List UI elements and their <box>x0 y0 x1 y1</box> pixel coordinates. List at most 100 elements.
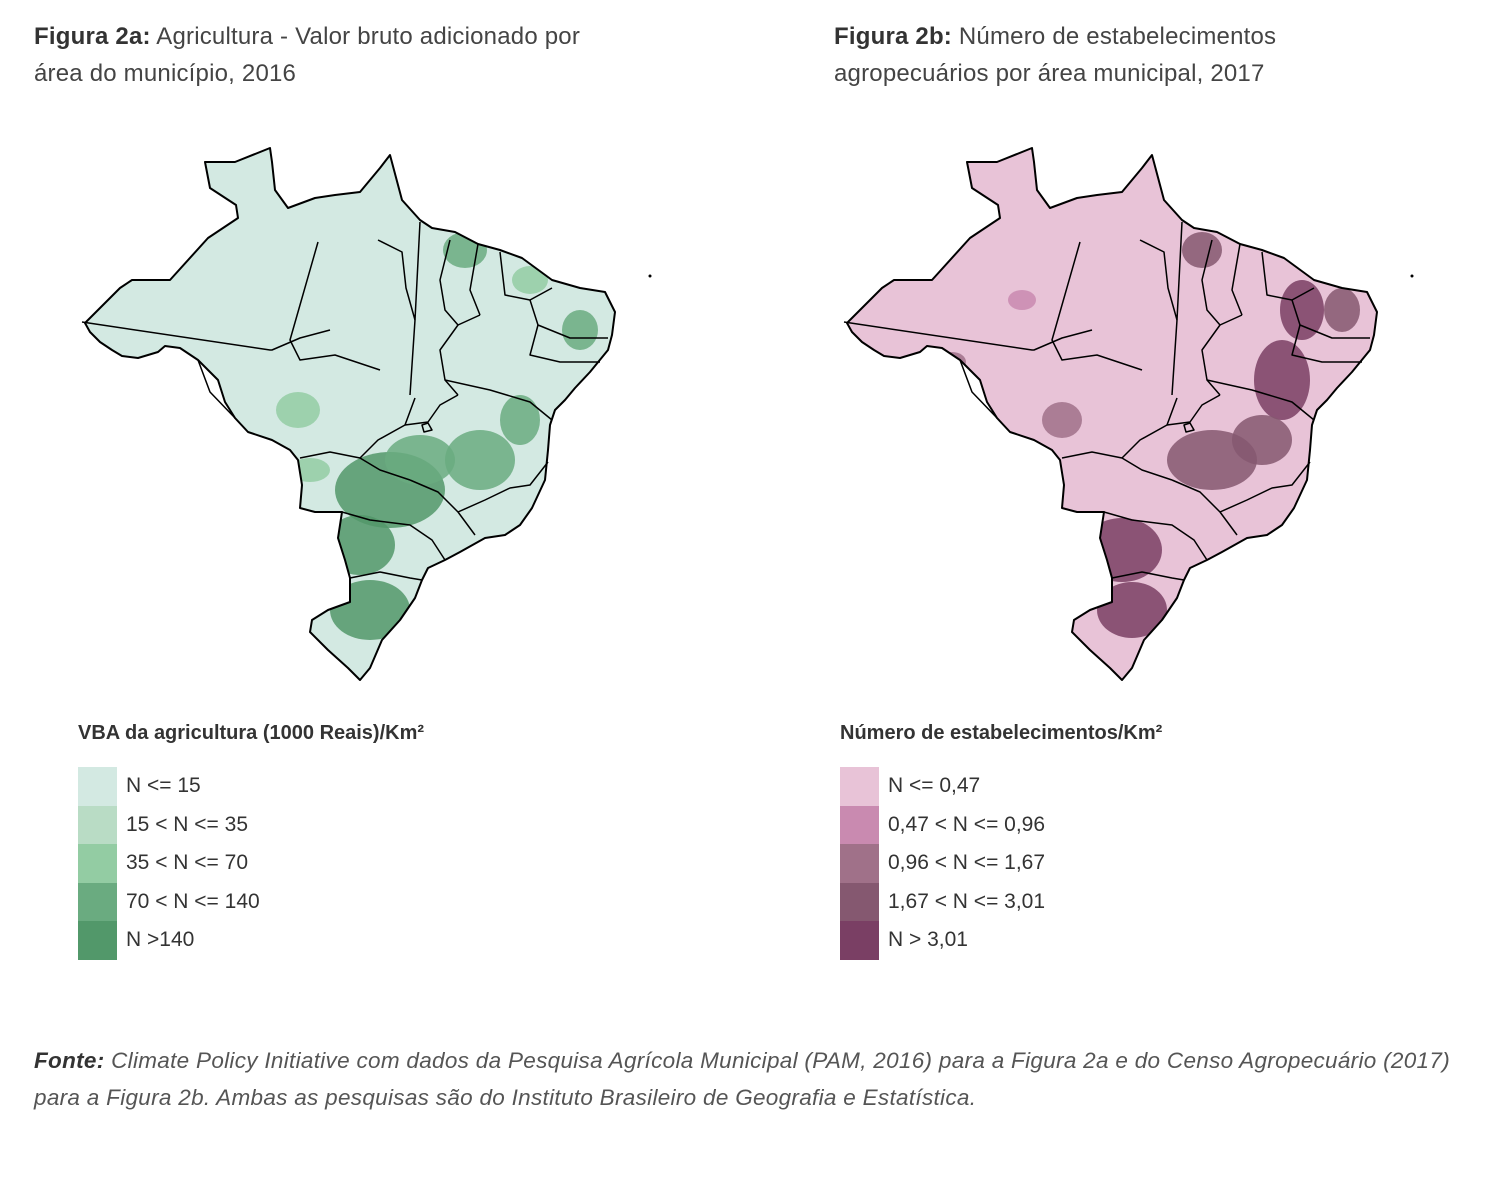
state-border <box>1291 299 1370 339</box>
legend-2b-item: N <= 0,47 <box>840 767 1162 806</box>
state-border <box>1139 239 1178 321</box>
legend-2a-title: VBA da agricultura (1000 Reais)/Km² <box>78 722 425 744</box>
island-dot <box>648 274 652 278</box>
state-border <box>439 239 481 326</box>
intensity-area <box>276 392 320 428</box>
state-border <box>457 461 549 513</box>
figure-2a-title-text: Agricultura - Valor bruto adicionado por… <box>34 23 581 87</box>
state-border <box>439 324 459 396</box>
intensity-area <box>562 310 598 350</box>
intensity-area <box>385 435 455 485</box>
state-border <box>197 359 236 419</box>
state-border <box>359 397 416 459</box>
legend-2b-title: Número de estabelecimentos/Km² <box>840 722 1163 744</box>
state-border <box>1201 324 1221 396</box>
state-border <box>409 221 421 396</box>
legend-swatch <box>840 921 879 960</box>
intensity-area <box>330 580 410 640</box>
intensity-area <box>500 395 540 445</box>
legend-label: 15 < N <= 35 <box>126 812 249 836</box>
intensity-area <box>1232 415 1292 465</box>
legend-2b-item: N > 3,01 <box>840 921 1162 960</box>
legend-swatch <box>78 767 117 806</box>
figure-2b-title: Figura 2b: Número de estabelecimentos ag… <box>834 18 1394 92</box>
state-border <box>1183 422 1195 433</box>
state-border <box>81 321 331 351</box>
state-border <box>1201 239 1243 326</box>
legend-swatch <box>840 844 879 883</box>
intensity-area <box>1324 288 1360 332</box>
intensity-area <box>325 515 395 575</box>
state-border <box>469 243 481 316</box>
legend-swatch <box>78 882 117 921</box>
figure-2b-label: Figura 2b: <box>834 23 953 50</box>
state-border <box>1103 511 1208 561</box>
island-dot <box>1410 274 1414 278</box>
intensity-area <box>445 430 515 490</box>
state-border <box>1231 243 1243 316</box>
legend-2a-item: N <= 15 <box>78 767 424 806</box>
state-border <box>1111 571 1185 581</box>
state-border <box>529 324 600 363</box>
figure-2a-label: Figura 2a: <box>34 23 151 50</box>
legend-label: 0,96 < N <= 1,67 <box>888 851 1046 875</box>
country-fill <box>847 148 1377 680</box>
state-border <box>341 511 446 561</box>
legend-label: N >140 <box>126 928 195 952</box>
intensity-area <box>512 266 548 294</box>
state-border <box>529 299 608 339</box>
legend-2b-item: 0,96 < N <= 1,67 <box>840 844 1162 883</box>
legend-label: N > 3,01 <box>888 928 968 952</box>
legend-2a-item: 15 < N <= 35 <box>78 805 424 844</box>
state-border <box>1291 324 1362 363</box>
intensity-area <box>1082 518 1162 582</box>
brazil-map-2b <box>843 147 1414 681</box>
legend-label: 35 < N <= 70 <box>126 851 249 875</box>
legend-swatch <box>840 882 879 921</box>
intensity-area <box>1042 402 1082 438</box>
state-border <box>421 422 433 433</box>
state-border <box>959 359 998 419</box>
figure-2a-title: Figura 2a: Agricultura - Valor bruto adi… <box>34 18 594 92</box>
legend-swatch <box>78 805 117 844</box>
intensity-area <box>1097 582 1167 638</box>
legend-label: 1,67 < N <= 3,01 <box>888 889 1046 913</box>
intensity-area <box>1182 232 1222 268</box>
legend-2a: VBA da agricultura (1000 Reais)/Km² N <=… <box>78 722 424 960</box>
state-border <box>409 479 476 536</box>
brazil-map-2a <box>81 147 652 681</box>
intensity-area <box>1254 340 1310 420</box>
country-outline <box>846 147 1378 681</box>
source-label: Fonte: <box>34 1048 105 1073</box>
state-border <box>1171 479 1238 536</box>
source-text: Climate Policy Initiative com dados da P… <box>34 1048 1450 1110</box>
legend-label: 70 < N <= 140 <box>126 889 260 913</box>
state-border <box>1171 221 1183 396</box>
state-border <box>1219 461 1311 513</box>
figure-2b-title-text: Número de estabelecimentos agropecuários… <box>834 23 1277 87</box>
intensity-area <box>1008 290 1036 310</box>
legend-2b: Número de estabelecimentos/Km² N <= 0,47… <box>840 722 1162 960</box>
state-border <box>1166 394 1221 426</box>
state-border <box>1051 241 1143 371</box>
state-border <box>377 239 416 321</box>
legend-swatch <box>840 767 879 806</box>
intensity-layer <box>938 232 1360 638</box>
country-fill <box>85 148 615 680</box>
intensity-area <box>1280 280 1324 340</box>
legend-swatch <box>840 805 879 844</box>
state-border <box>1206 379 1315 421</box>
source-note: Fonte: Climate Policy Initiative com dad… <box>34 1042 1454 1116</box>
state-border <box>843 321 1093 351</box>
state-border <box>1261 251 1315 301</box>
legend-swatch <box>78 921 117 960</box>
state-border <box>289 241 381 371</box>
legend-2a-item: N >140 <box>78 921 424 960</box>
legend-2b-item: 1,67 < N <= 3,01 <box>840 882 1162 921</box>
legend-swatch <box>78 844 117 883</box>
state-border <box>349 571 423 581</box>
legend-2b-item: 0,47 < N <= 0,96 <box>840 805 1162 844</box>
country-outline <box>84 147 616 681</box>
legend-label: 0,47 < N <= 0,96 <box>888 812 1046 836</box>
legend-label: N <= 0,47 <box>888 774 981 798</box>
